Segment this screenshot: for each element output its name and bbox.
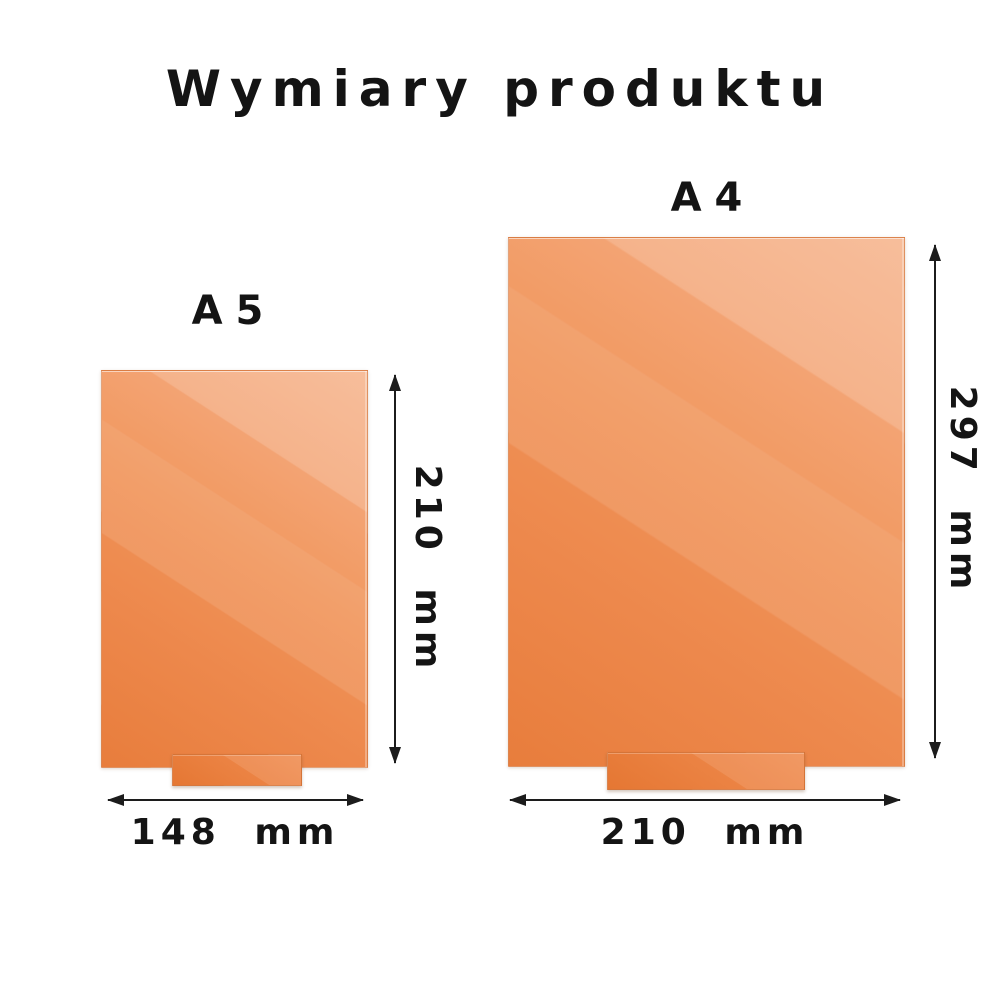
a4-height-dimension-arrow xyxy=(929,244,941,759)
arrowhead-down-icon xyxy=(929,742,941,759)
a5-width-label: 148 mm xyxy=(130,812,340,853)
a4-height-label: 297 mm xyxy=(942,385,983,595)
a4-width-dimension-arrow xyxy=(509,794,901,806)
a4-plaque-stand xyxy=(607,752,805,790)
arrowhead-down-icon xyxy=(389,747,401,764)
arrowhead-up-icon xyxy=(929,244,941,261)
arrowhead-up-icon xyxy=(389,374,401,391)
a4-size-label: A4 xyxy=(670,175,756,221)
page-title: Wymiary produktu xyxy=(165,60,835,118)
a4-plaque-panel xyxy=(508,237,905,767)
arrowhead-left-icon xyxy=(509,794,526,806)
a5-size-label: A5 xyxy=(191,288,277,334)
a5-width-dimension-arrow xyxy=(107,794,364,806)
a5-plaque-stand xyxy=(172,754,302,786)
a4-width-label: 210 mm xyxy=(600,812,810,853)
arrowhead-right-icon xyxy=(347,794,364,806)
a5-plaque-panel xyxy=(101,370,368,768)
arrowhead-left-icon xyxy=(107,794,124,806)
a5-height-label: 210 mm xyxy=(407,464,448,674)
a5-height-dimension-arrow xyxy=(389,374,401,764)
arrowhead-right-icon xyxy=(884,794,901,806)
